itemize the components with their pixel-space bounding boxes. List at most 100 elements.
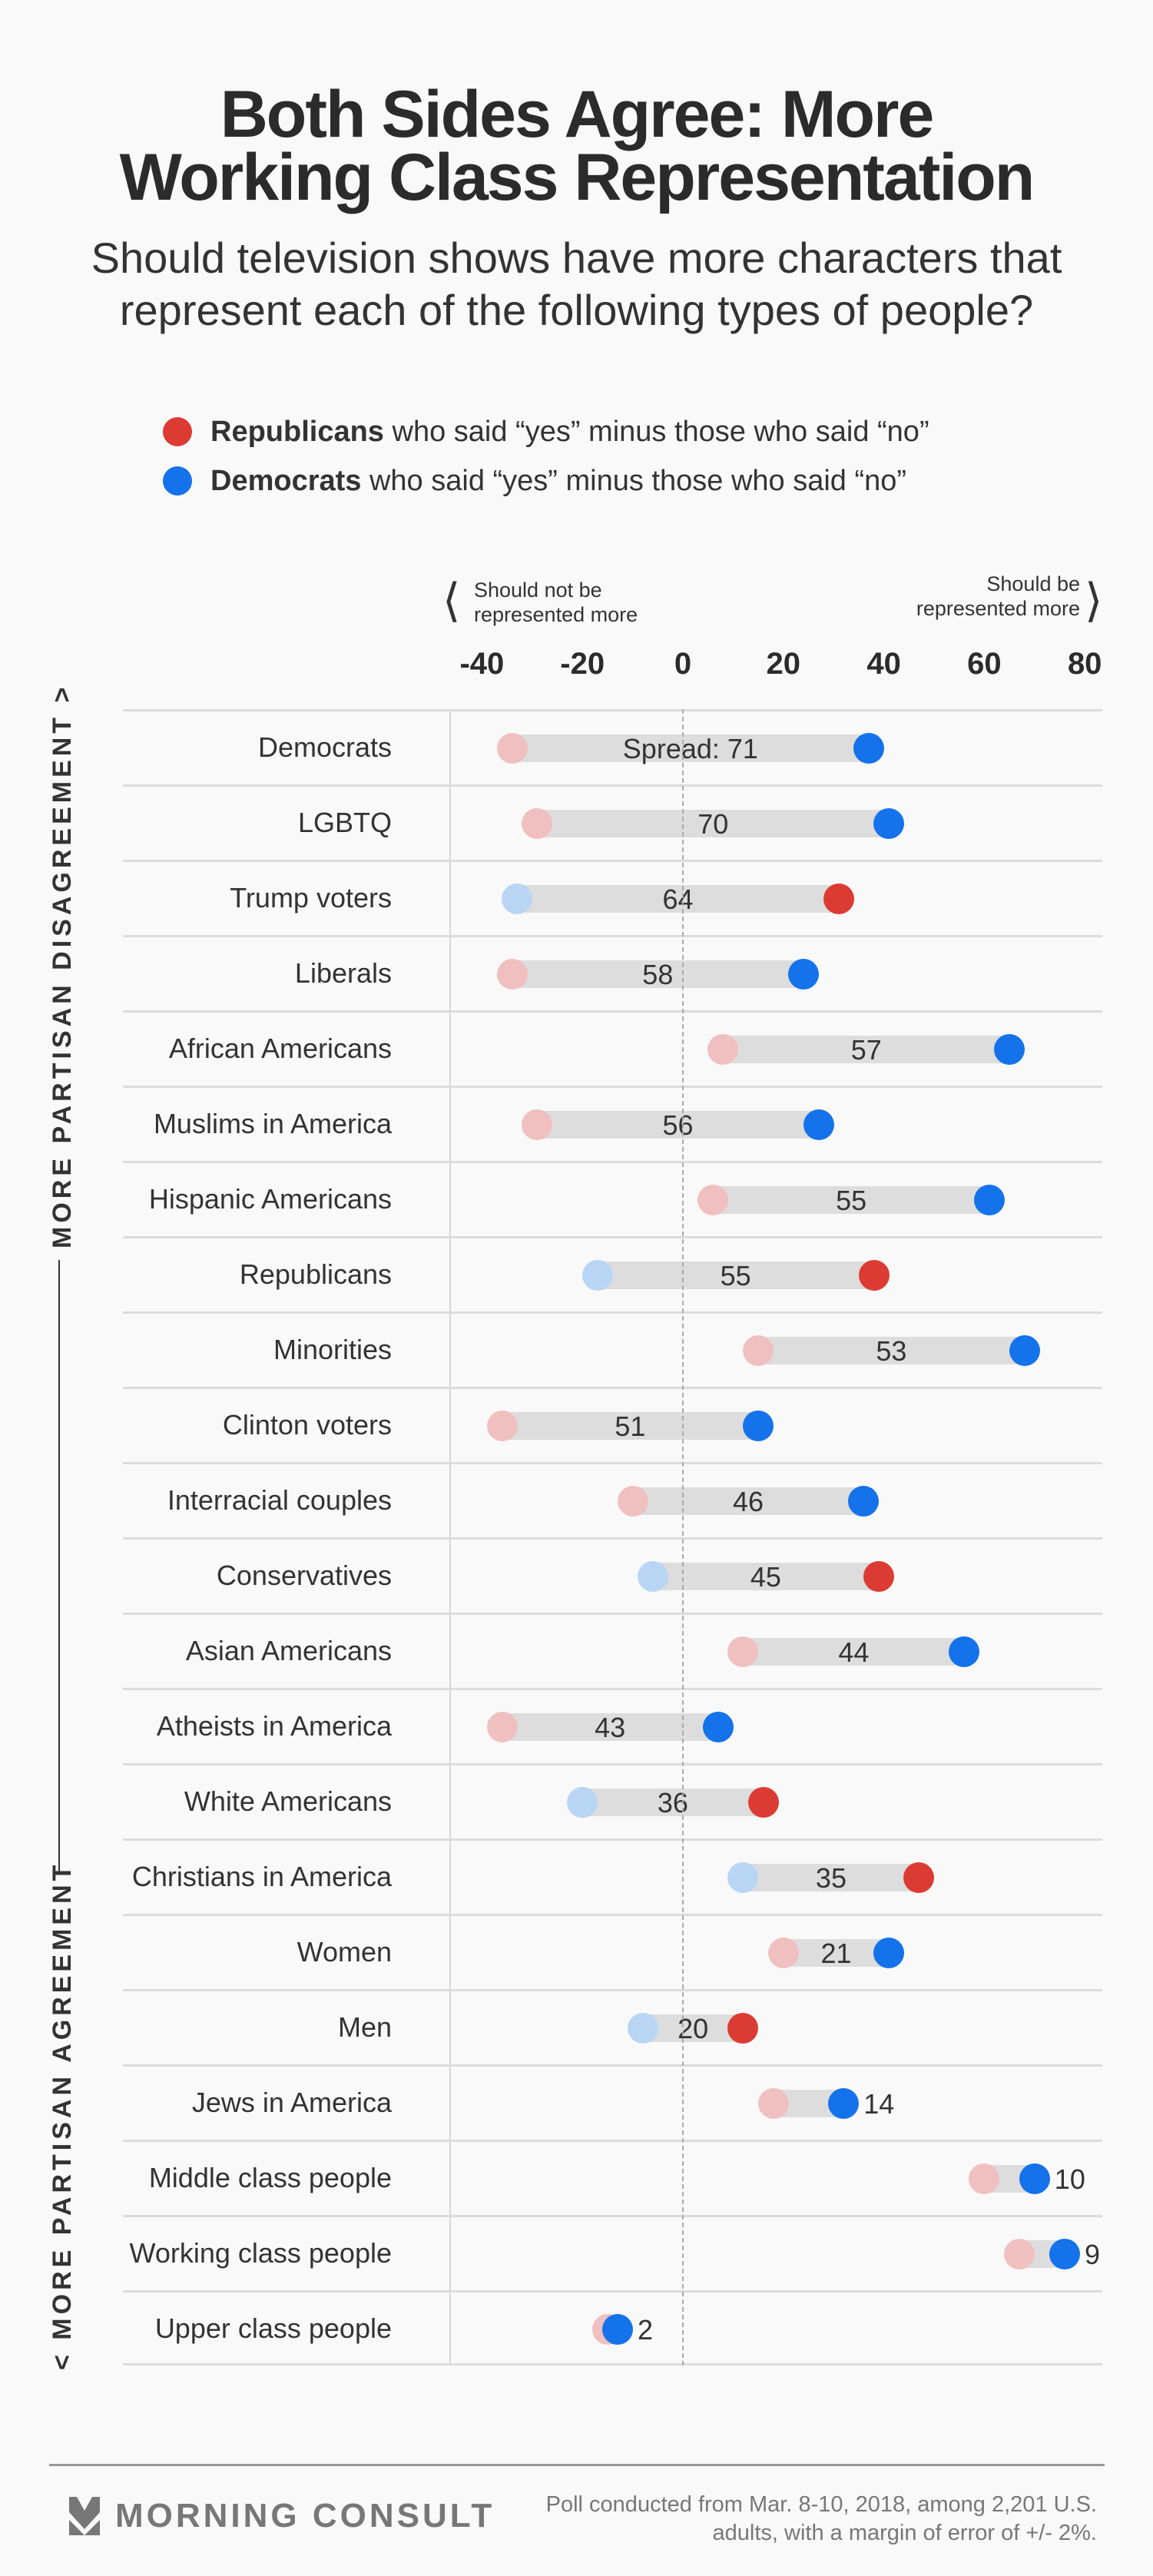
chevron-left-icon: ⟨ bbox=[442, 575, 461, 626]
chart-row: Jews in America 14 bbox=[123, 2064, 1102, 2140]
spread-bar bbox=[502, 1412, 759, 1440]
axis-note-left: Should not be represented more bbox=[474, 578, 638, 627]
democrat-point bbox=[973, 1185, 1005, 1215]
spread-bar bbox=[783, 1939, 890, 1967]
x-tick-label: 0 bbox=[674, 647, 692, 681]
spread-label: 55 bbox=[836, 1185, 867, 1216]
republican-point bbox=[707, 1034, 739, 1065]
democrat-point bbox=[601, 2314, 633, 2345]
spread-label: 45 bbox=[750, 1561, 781, 1593]
chart-row: Upper class people 2 bbox=[123, 2290, 1102, 2365]
x-tick-label: 60 bbox=[967, 647, 1002, 681]
spread-label: 53 bbox=[876, 1335, 907, 1367]
democrat-point bbox=[873, 1938, 905, 1968]
legend-republicans-bold: Republicans bbox=[210, 416, 384, 448]
morning-consult-chevron-icon bbox=[69, 2497, 100, 2535]
democrat-point bbox=[873, 808, 905, 839]
category-label: Hispanic Americans bbox=[148, 1183, 392, 1215]
side-label-disagreement: MORE PARTISAN DISAGREEMENT > bbox=[48, 683, 77, 1248]
x-tick-label: 80 bbox=[1067, 647, 1102, 681]
category-label: Democrats bbox=[257, 731, 392, 763]
spread-bar bbox=[743, 1638, 965, 1666]
democrat-dot-icon bbox=[163, 466, 192, 496]
legend-democrats-bold: Democrats bbox=[210, 465, 362, 497]
democrat-point bbox=[1009, 1335, 1040, 1366]
democrat-point bbox=[1049, 2239, 1081, 2269]
category-label: Upper class people bbox=[154, 2312, 392, 2344]
chart-row: Trump voters 64 bbox=[123, 860, 1102, 935]
chart-row: LGBTQ 70 bbox=[123, 784, 1102, 860]
spread-bar bbox=[642, 2014, 744, 2042]
legend-democrats-text: Democrats who said “yes” minus those who… bbox=[210, 462, 906, 500]
democrat-point bbox=[1019, 2163, 1050, 2194]
category-label: Middle class people bbox=[148, 2162, 392, 2193]
spread-label: 21 bbox=[820, 1938, 852, 1969]
category-label: White Americans bbox=[184, 1785, 392, 1817]
title-line-2: Working Class Representation bbox=[119, 141, 1035, 214]
category-label: Minorities bbox=[273, 1334, 392, 1365]
democrat-point bbox=[787, 959, 819, 990]
spread-bar bbox=[758, 1337, 1025, 1364]
category-label: LGBTQ bbox=[297, 807, 392, 838]
category-label: Clinton voters bbox=[222, 1409, 392, 1441]
axis-note-right-line2: represented more bbox=[916, 597, 1080, 620]
chart-row: Asian Americans 44 bbox=[123, 1613, 1102, 1688]
legend-republicans-rest: who said “yes” minus those who said “no” bbox=[383, 416, 929, 448]
logo-text: MORNING CONSULT bbox=[115, 2497, 495, 2535]
spread-label: 51 bbox=[615, 1411, 646, 1442]
chart-row: Atheists in America 43 bbox=[123, 1688, 1102, 1763]
spread-bar bbox=[537, 1111, 819, 1139]
democrat-point bbox=[727, 1862, 759, 1893]
chart-row: Middle class people 10 bbox=[123, 2140, 1102, 2215]
republican-point bbox=[496, 959, 528, 990]
chart-row: Women 21 bbox=[123, 1914, 1102, 1989]
category-label: Muslims in America bbox=[153, 1108, 392, 1139]
democrat-point bbox=[567, 1787, 598, 1818]
spread-label: 9 bbox=[1085, 2239, 1101, 2270]
footnote: Poll conducted from Mar. 8-10, 2018, amo… bbox=[546, 2491, 1097, 2548]
democrat-point bbox=[803, 1109, 834, 1140]
chart-row: Conservatives 45 bbox=[123, 1537, 1102, 1613]
spread-label: 46 bbox=[733, 1486, 764, 1517]
chart-row: Clinton voters 51 bbox=[123, 1387, 1102, 1462]
spread-bar bbox=[502, 1713, 718, 1741]
spread-bar bbox=[713, 1186, 989, 1214]
chevron-right-icon: ⟩ bbox=[1085, 575, 1103, 626]
chart-row: Republicans 55 bbox=[123, 1236, 1102, 1311]
x-tick-label: -40 bbox=[459, 647, 505, 681]
spread-bar bbox=[743, 1864, 919, 1891]
republican-point bbox=[747, 1787, 779, 1818]
chart-title: Both Sides Agree: More Working Class Rep… bbox=[0, 78, 1153, 214]
republican-point bbox=[757, 2088, 789, 2119]
category-label: Conservatives bbox=[216, 1560, 392, 1591]
spread-label: 70 bbox=[697, 808, 729, 840]
democrat-point bbox=[627, 2013, 658, 2044]
spread-bar bbox=[597, 1261, 874, 1289]
chart-row: Democrats Spread: 71 bbox=[123, 709, 1102, 784]
republican-dot-icon bbox=[163, 417, 192, 446]
republican-point bbox=[903, 1862, 935, 1893]
chart-row: Muslims in America 56 bbox=[123, 1086, 1102, 1161]
category-label: Men bbox=[337, 2011, 392, 2043]
chart-row: Liberals 58 bbox=[123, 935, 1102, 1010]
chart-row: Minorities 53 bbox=[123, 1311, 1102, 1387]
dumbbell-chart: Democrats Spread: 71 LGBTQ 70 Trump voters 64… bbox=[0, 709, 1153, 2365]
spread-bar bbox=[582, 1789, 764, 1816]
democrat-point bbox=[994, 1034, 1025, 1065]
category-label: Trump voters bbox=[230, 882, 392, 913]
republican-point bbox=[969, 2163, 1000, 2194]
title-line-1: Both Sides Agree: More bbox=[220, 78, 935, 151]
democrat-point bbox=[702, 1712, 734, 1742]
category-label: Asian Americans bbox=[185, 1635, 392, 1666]
legend-republicans-text: Republicans who said “yes” minus those w… bbox=[210, 413, 929, 451]
spread-label: 57 bbox=[850, 1034, 882, 1066]
spread-label: 10 bbox=[1054, 2163, 1085, 2195]
subtitle-line-1: Should television shows have more charac… bbox=[91, 234, 1062, 282]
democrat-point bbox=[502, 884, 533, 914]
spread-bar bbox=[652, 1563, 880, 1590]
side-divider bbox=[58, 1260, 60, 1875]
spread-label: 35 bbox=[815, 1862, 847, 1894]
category-label: Republicans bbox=[239, 1258, 392, 1290]
chart-row: Working class people 9 bbox=[123, 2215, 1102, 2290]
republican-point bbox=[1004, 2239, 1035, 2269]
